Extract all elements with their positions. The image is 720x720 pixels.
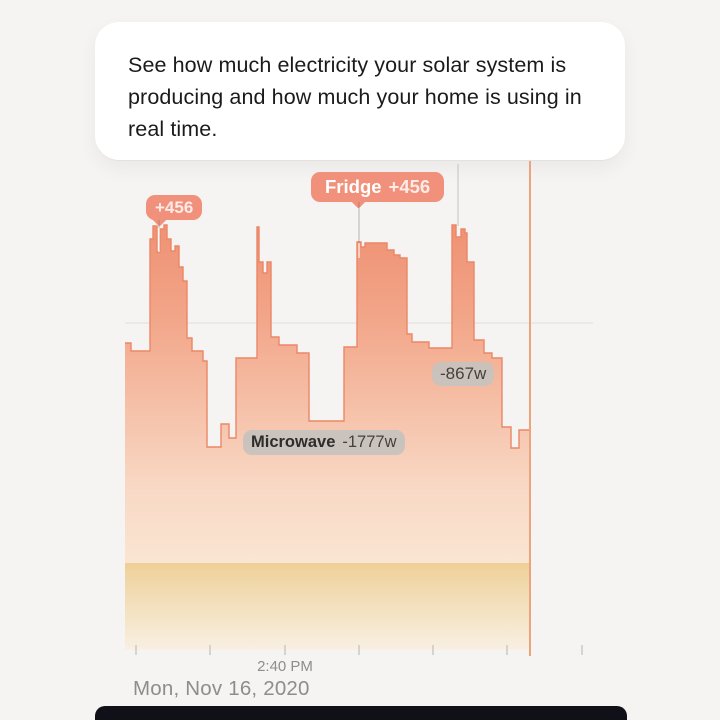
bottom-sheet-handle[interactable]: [95, 706, 627, 720]
intro-card-text: See how much electricity your solar syst…: [128, 53, 582, 141]
usage-area-edge: [125, 224, 529, 449]
date-label: Mon, Nov 16, 2020: [133, 677, 310, 700]
solar-band: [125, 563, 530, 650]
x-axis-time-label: 2:40 PM: [257, 658, 313, 675]
intro-card: See how much electricity your solar syst…: [95, 22, 625, 160]
